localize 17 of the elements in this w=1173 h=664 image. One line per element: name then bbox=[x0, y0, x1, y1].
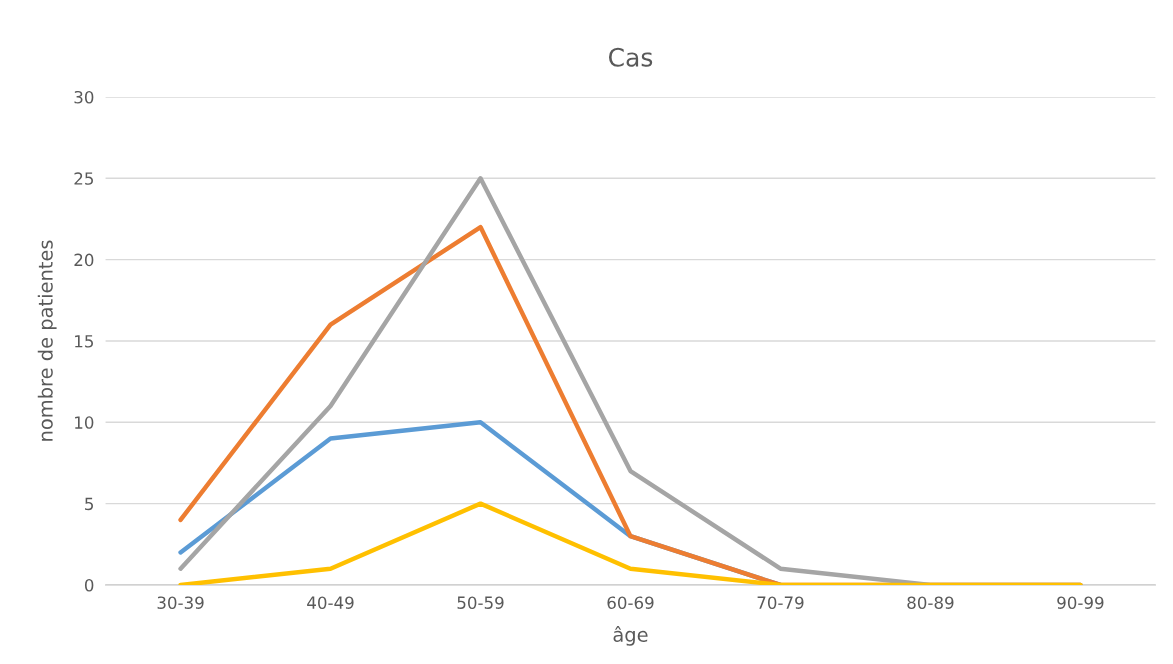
x-tick-label: 40-49 bbox=[307, 596, 354, 609]
x-tick-label: 30-39 bbox=[157, 596, 204, 609]
x-tick-label: 70-79 bbox=[757, 596, 804, 609]
y-tick-label: 30 bbox=[74, 90, 94, 104]
y-tick-label: 0 bbox=[84, 578, 94, 592]
x-tick-label: 50-59 bbox=[457, 596, 504, 609]
y-tick-label: 15 bbox=[75, 335, 93, 348]
y-axis-title: nombre de patientes bbox=[37, 240, 57, 441]
chart-title: Cas bbox=[608, 47, 653, 67]
x-tick-label: 90-99 bbox=[1057, 596, 1104, 609]
y-tick-label: 20 bbox=[74, 253, 94, 267]
y-tick-label: 5 bbox=[85, 497, 93, 511]
x-tick-label: 80-89 bbox=[907, 596, 954, 609]
x-tick-label: 60-69 bbox=[607, 596, 654, 609]
y-tick-label: 25 bbox=[74, 172, 93, 185]
x-axis-title: âge bbox=[613, 626, 648, 646]
y-tick-label: 10 bbox=[75, 416, 94, 429]
